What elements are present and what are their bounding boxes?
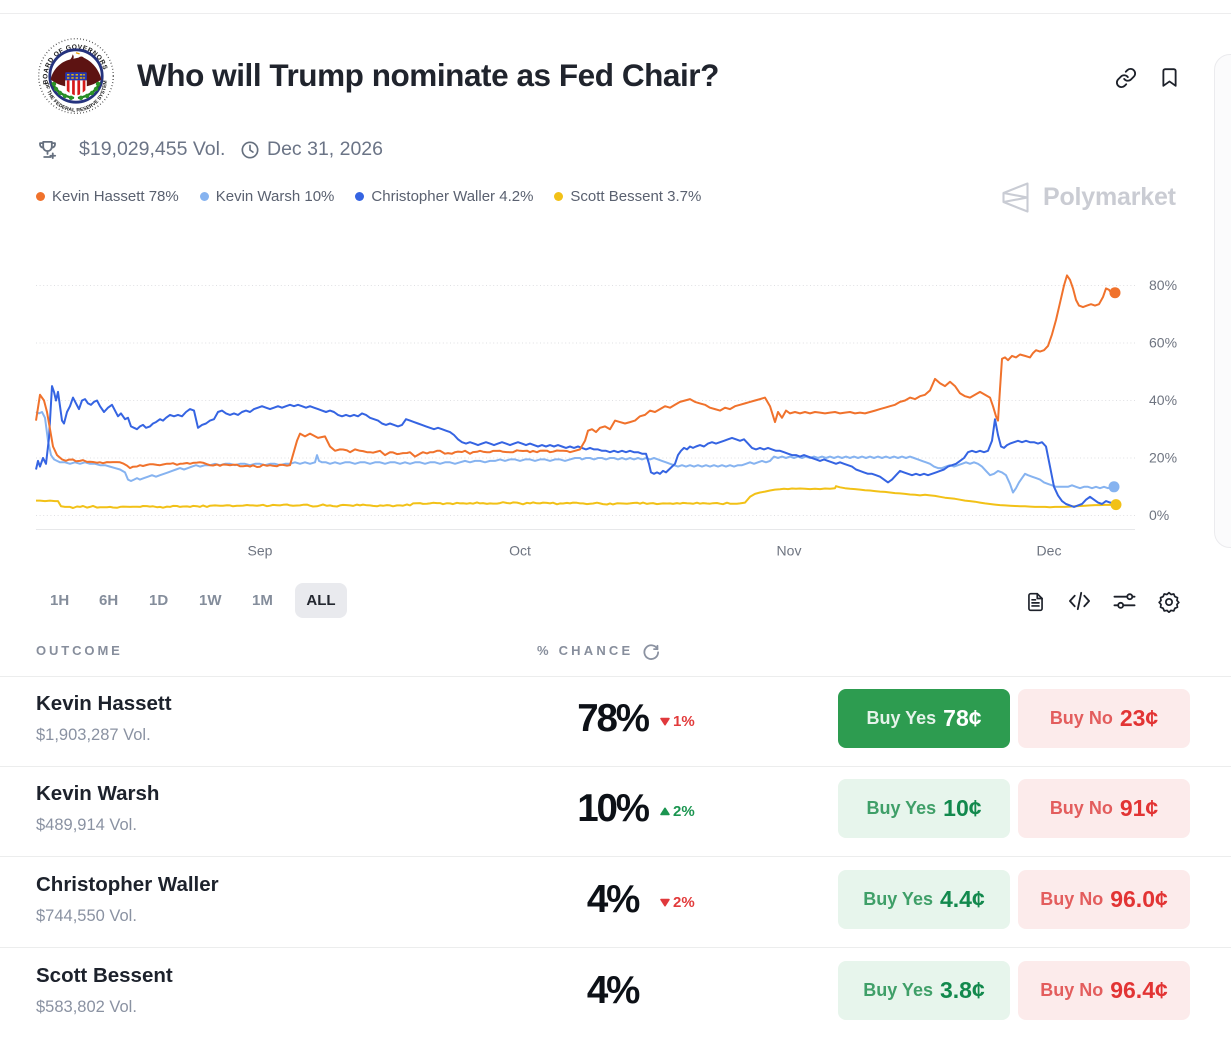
svg-text:Dec: Dec (1037, 543, 1062, 559)
svg-text:80%: 80% (1149, 277, 1177, 293)
svg-text:0%: 0% (1149, 507, 1169, 523)
svg-text:60%: 60% (1149, 335, 1177, 351)
svg-text:Nov: Nov (777, 543, 802, 559)
svg-text:Oct: Oct (509, 543, 531, 559)
svg-text:40%: 40% (1149, 392, 1177, 408)
svg-text:20%: 20% (1149, 450, 1177, 466)
svg-text:Sep: Sep (248, 543, 273, 559)
